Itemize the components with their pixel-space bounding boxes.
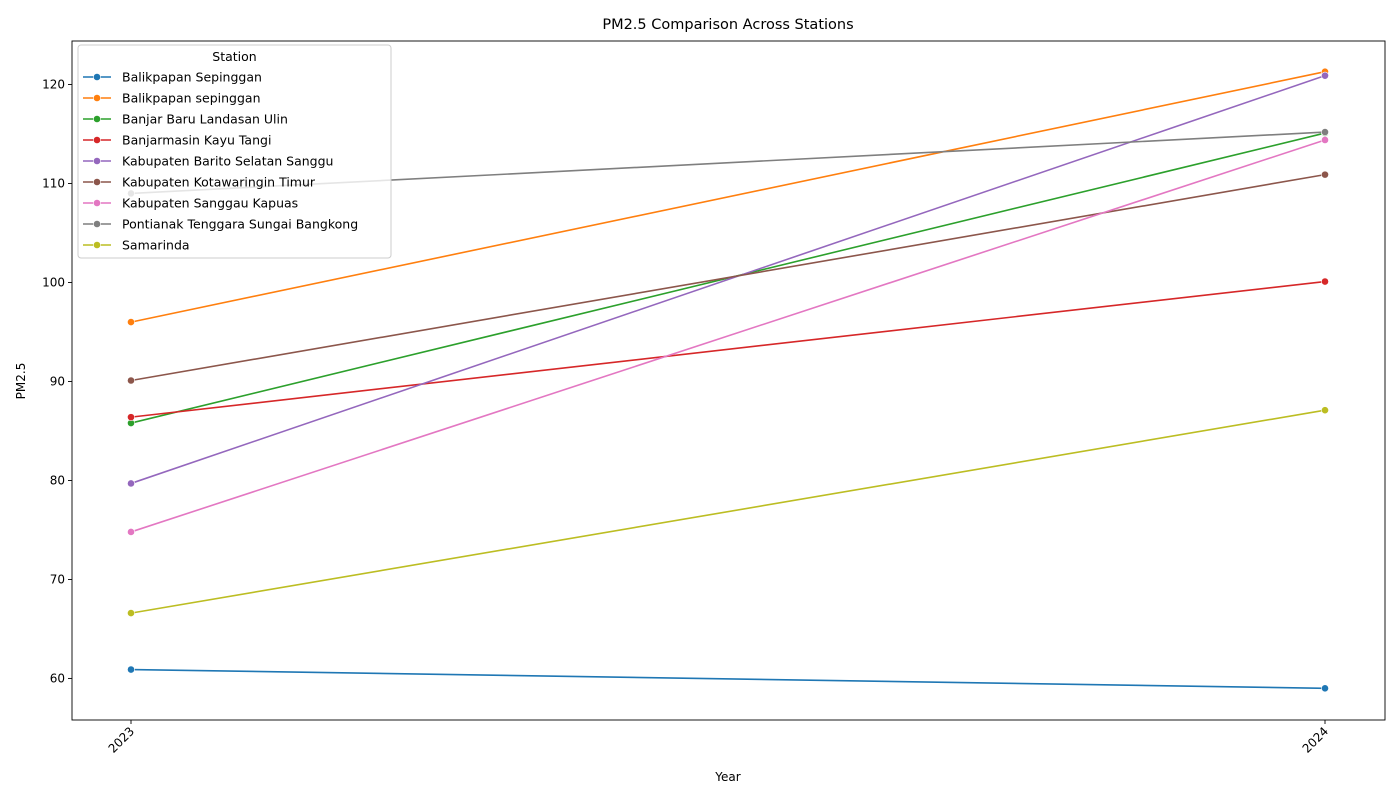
data-point <box>127 479 135 488</box>
data-point <box>1321 71 1329 80</box>
legend-swatch-marker <box>93 73 101 81</box>
data-point <box>127 376 135 385</box>
y-tick-label: 80 <box>50 473 65 487</box>
legend-box <box>77 44 392 259</box>
series-3 <box>127 277 1329 422</box>
data-point <box>1321 128 1329 136</box>
plot-frame <box>71 40 1386 721</box>
legend-item: Balikpapan sepinggan <box>83 91 261 106</box>
series-4 <box>127 71 1329 488</box>
legend-swatch-marker <box>93 241 101 249</box>
legend-swatch-marker <box>93 136 101 144</box>
series-1 <box>127 67 1329 327</box>
legend-swatch-marker <box>93 199 101 207</box>
legend-label: Balikpapan sepinggan <box>122 91 261 106</box>
series-line <box>130 70 1326 323</box>
legend-item: Banjarmasin Kayu Tangi <box>83 133 271 148</box>
legend-item: Banjar Baru Landasan Ulin <box>83 112 288 127</box>
y-tick-label: 90 <box>50 374 65 388</box>
series-line <box>130 173 1326 382</box>
y-tick-label: 60 <box>50 671 65 685</box>
series-line <box>130 280 1326 418</box>
y-tick-label: 110 <box>42 177 65 191</box>
series-line <box>130 409 1326 614</box>
series-8 <box>127 406 1329 618</box>
legend-label: Balikpapan Sepinggan <box>122 70 262 85</box>
legend-item: Balikpapan Sepinggan <box>83 70 262 85</box>
legend-label: Pontianak Tenggara Sungai Bangkong <box>122 217 358 232</box>
data-point <box>127 318 135 327</box>
legend-title: Station <box>212 49 256 64</box>
y-tick-label: 100 <box>42 276 65 290</box>
legend-swatch-marker <box>93 94 101 102</box>
legend-swatch-marker <box>93 220 101 228</box>
legend-item: Kabupaten Barito Selatan Sanggu <box>83 154 333 169</box>
data-point <box>1321 406 1329 415</box>
data-point <box>127 528 135 536</box>
data-point <box>1321 684 1329 693</box>
data-point <box>127 609 135 618</box>
legend-label: Kabupaten Barito Selatan Sanggu <box>122 154 333 169</box>
legend-swatch-marker <box>93 115 101 123</box>
series-5 <box>127 170 1329 385</box>
x-tick-label: 2024 <box>1300 724 1331 755</box>
data-point <box>1321 136 1329 144</box>
legend-label: Samarinda <box>122 238 190 253</box>
legend-swatch-marker <box>93 157 101 165</box>
legend-label: Kabupaten Kotawaringin Timur <box>122 175 316 190</box>
legend-item: Kabupaten Kotawaringin Timur <box>83 175 316 190</box>
legend-swatch-marker <box>93 178 101 186</box>
y-axis-label: PM2.5 <box>14 363 28 400</box>
data-point <box>127 665 135 674</box>
data-point <box>1321 277 1329 286</box>
series-6 <box>127 136 1329 536</box>
data-point <box>1321 170 1329 179</box>
y-tick-label: 70 <box>50 572 65 586</box>
series-0 <box>127 665 1329 693</box>
legend-label: Banjar Baru Landasan Ulin <box>122 112 288 127</box>
series-line <box>130 139 1326 533</box>
x-tick-label: 2023 <box>106 724 137 755</box>
series-line <box>130 668 1326 690</box>
chart-title: PM2.5 Comparison Across Stations <box>602 17 853 33</box>
x-axis-label: Year <box>714 770 740 784</box>
legend-label: Kabupaten Sanggau Kapuas <box>122 196 298 211</box>
legend: Station Balikpapan Sepinggan Balikpapan se… <box>77 44 392 259</box>
legend-item: Kabupaten Sanggau Kapuas <box>83 196 298 211</box>
legend-label: Banjarmasin Kayu Tangi <box>122 133 271 148</box>
legend-item: Samarinda <box>83 238 190 253</box>
y-tick-label: 120 <box>42 78 65 92</box>
data-point <box>127 413 135 422</box>
legend-item: Pontianak Tenggara Sungai Bangkong <box>83 217 358 232</box>
series-line <box>130 74 1326 485</box>
